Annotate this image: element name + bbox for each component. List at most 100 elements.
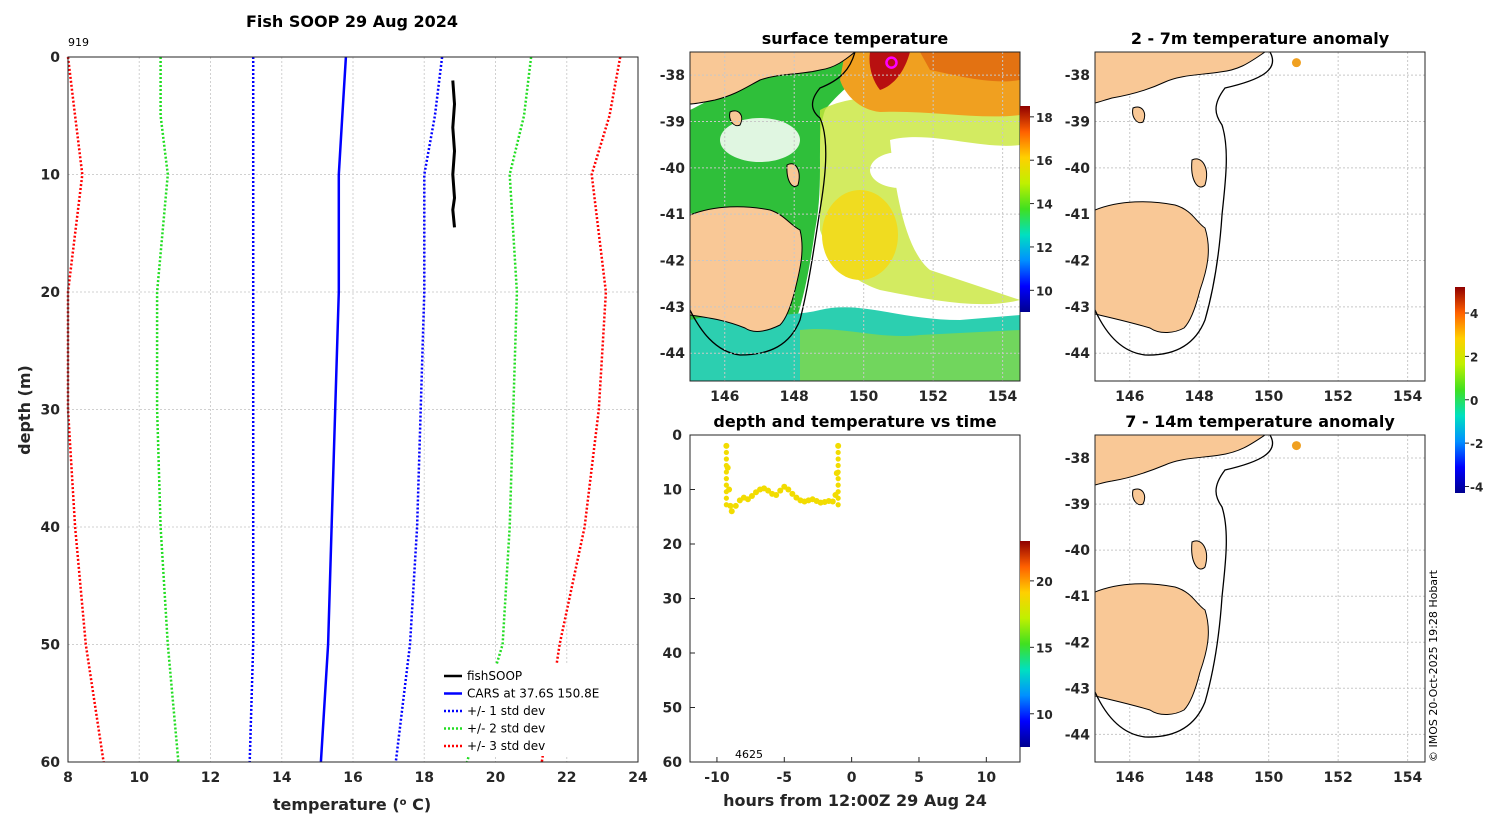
anomaly-colorbar-ticks: 4 2 0 -2 -4 [1465,307,1483,494]
map-xtick-label: 154 [988,389,1017,405]
map-xtick-label: 148 [1185,770,1214,786]
surface-map-ticks: 146 148 150 152 154 -38 -39 -40 -41 -42 -43 -44 [660,68,1018,405]
dt-point [777,487,784,494]
surface-map-grid [690,52,1020,381]
profile-xtick-label: 12 [201,770,220,786]
map-ytick-label: -43 [1065,681,1090,697]
dt-point [835,495,841,501]
profile-xtick-label: 18 [415,770,434,786]
profile-series-line-1 [319,56,348,763]
anomaly-2-7m-ticks: 146 148 150 152 154 -38 -39 -40 -41 -42 -43 -44 [1065,68,1423,405]
dt-point [773,491,780,498]
dt-point [765,487,772,494]
profile-xlabel: temperature (o C) [273,795,431,814]
profile-series-line-6 [540,56,622,763]
anomaly-2-7m-flinders-island [1191,158,1207,188]
surface-map-content [690,52,1020,381]
anomaly-point [1291,58,1301,68]
profile-series-line-0 [451,80,457,228]
dt-point [723,456,729,462]
anomaly-7-14m-points [1291,441,1301,451]
sst-patch-warm2 [920,52,1020,82]
dt-xtick-label: 5 [914,770,924,786]
map-xtick-label: 150 [1254,389,1283,405]
anomaly-2-7m-tasmania [1095,201,1209,333]
surface-map-title: surface temperature [762,29,949,48]
dt-point [732,502,739,509]
dt-point [835,456,841,462]
legend-box [440,664,630,756]
dt-point [789,490,796,497]
sst-patch-south2 [800,328,1020,381]
map-ytick-label: -40 [660,161,686,177]
surface-map-panel: surface temperature [660,29,1053,405]
map-ytick-label: -42 [660,254,685,270]
dt-ytick-label: 50 [663,701,683,717]
dt-xtick-label: -10 [704,770,730,786]
legend-entry: fishSOOP [467,669,522,683]
dt-point [723,449,729,456]
dt-point [723,469,729,475]
dt-point [723,482,729,488]
profile-axes-box [67,56,639,763]
depth-time-title: depth and temperature vs time [713,412,996,431]
colorbar-tick-label: 18 [1036,111,1053,125]
anomaly-colorbar-tick-label: 4 [1470,307,1478,321]
dt-xtick-label: 10 [977,770,997,786]
anomaly-2-7m-title: 2 - 7m temperature anomaly [1131,29,1390,48]
dt-point [723,502,729,508]
colorbar-tick-label: 14 [1036,198,1053,212]
anomaly-colorbar-group: 4 2 0 -2 -4 [1455,287,1483,494]
map-xtick-label: 154 [1393,389,1422,405]
profile-legend: fishSOOP CARS at 37.6S 150.8E +/- 1 std de… [440,664,630,756]
dt-point [723,462,729,469]
map-xtick-label: 146 [710,389,739,405]
dt-ytick-label: 40 [663,646,683,662]
sst-cloud-2 [870,152,930,188]
dt-xtick-label: -5 [777,770,793,786]
anomaly-2-7m-content [1095,52,1425,381]
profile-ylabel: depth (m) [15,365,34,455]
dt-point [835,482,841,488]
anomaly-2-7m-axes-box [1094,51,1426,382]
map-xtick-label: 152 [1324,389,1353,405]
anomaly-7-14m-content [1095,435,1425,762]
depth-time-points [723,442,842,515]
profile-ytick-label: 50 [41,638,61,654]
map-ytick-label: -44 [1065,346,1091,362]
profile-series-line-2 [394,56,444,763]
anomaly-7-14m-title: 7 - 14m temperature anomaly [1125,412,1395,431]
profile-xtick-label: 24 [628,770,648,786]
sst-cloud-3 [720,118,800,162]
map-ytick-label: -42 [1065,635,1090,651]
colorbar-tick-label: 12 [1036,241,1053,255]
map-ytick-label: -41 [1065,207,1090,223]
dt-point [835,502,841,508]
profile-xtick-label: 8 [63,770,73,786]
anomaly-2-7m-king-island [1132,106,1146,124]
dt-colorbar-tick-label: 10 [1036,708,1053,722]
dt-ytick-label: 10 [663,483,683,499]
map-ytick-label: -40 [1065,543,1091,559]
anomaly-2-7m-grid [1095,52,1425,381]
land-flinders-island [786,163,800,187]
dt-ytick-label: 0 [672,428,682,444]
profile-ytick-label: 0 [50,50,60,66]
profile-series-line-4 [465,56,533,763]
profile-location-marker [885,56,898,69]
profile-series-line-7 [66,56,105,763]
map-ytick-label: -39 [1065,115,1090,131]
colorbar-tick-label: 16 [1036,154,1053,168]
map-ytick-label: -43 [1065,300,1090,316]
profile-ytick-label: 10 [41,168,61,184]
depth-time-panel: depth and temperature vs time -10 -5 0 5 10 0… [663,412,1053,810]
dt-point [835,462,841,469]
anomaly-7-14m-mainland [1095,435,1266,486]
profile-xtick-label: 16 [343,770,362,786]
map-xtick-label: 146 [1115,770,1144,786]
dt-point [723,443,729,449]
dt-point [748,493,755,500]
profile-series-line-5 [155,57,180,763]
map-ytick-label: -38 [1065,68,1090,84]
